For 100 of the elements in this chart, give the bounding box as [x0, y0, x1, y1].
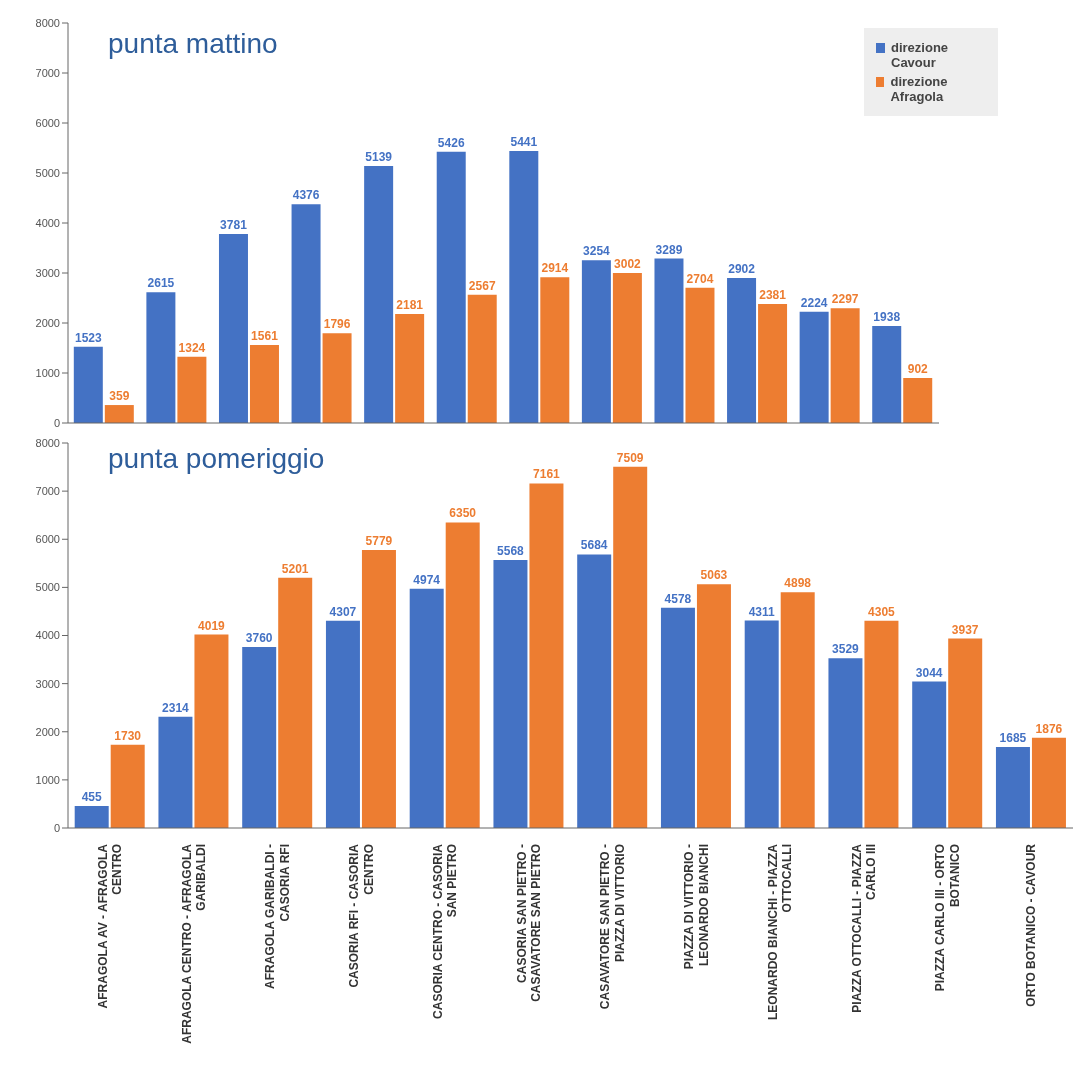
bar — [395, 313, 425, 423]
data-label: 7161 — [533, 467, 561, 482]
bar — [581, 260, 611, 423]
data-label: 359 — [109, 389, 130, 404]
bar — [110, 744, 145, 828]
data-label: 3254 — [583, 244, 611, 259]
bar — [872, 326, 902, 423]
x-tick-label: PIAZZA OTTOCALLI - PIAZZA CARLO III — [849, 843, 879, 1013]
data-label: 4974 — [413, 572, 441, 587]
data-label: 3937 — [951, 622, 979, 637]
data-label: 1523 — [74, 330, 102, 345]
bar — [509, 150, 539, 423]
y-tick-label: 2000 — [35, 725, 60, 738]
bar — [744, 620, 779, 828]
bar — [249, 344, 279, 423]
data-label: 1876 — [1035, 721, 1063, 736]
data-label: 3044 — [915, 665, 943, 680]
data-label: 5441 — [510, 134, 538, 149]
y-tick-label: 3000 — [35, 677, 60, 690]
y-tick-label: 5000 — [35, 581, 60, 594]
bar — [278, 577, 313, 828]
data-label: 5201 — [281, 561, 309, 576]
data-label: 1561 — [251, 328, 279, 343]
data-label: 3289 — [655, 242, 683, 257]
data-label: 6350 — [449, 506, 477, 521]
bar — [727, 277, 757, 423]
data-label: 2297 — [831, 292, 859, 307]
data-label: 2314 — [162, 700, 190, 715]
bar — [291, 204, 321, 423]
bar — [445, 522, 480, 828]
y-tick-label: 4000 — [35, 629, 60, 642]
bar — [864, 620, 899, 828]
data-label: 4898 — [784, 576, 812, 591]
bar — [1031, 737, 1066, 828]
bar — [696, 584, 731, 828]
data-label: 4307 — [329, 604, 357, 619]
data-label: 1796 — [323, 317, 351, 332]
y-tick-label: 1000 — [35, 366, 60, 379]
x-tick-label: LEONARDO BIANCHI - PIAZZA OTTOCALLI — [765, 843, 795, 1020]
data-label: 2615 — [147, 276, 175, 291]
y-tick-label: 6000 — [35, 116, 60, 129]
bar — [73, 346, 103, 423]
data-label: 3529 — [832, 642, 860, 657]
x-tick-label: AFRAGOLA CENTRO - AFRAGOLA GARIBALDI — [179, 843, 209, 1044]
bar — [830, 308, 860, 423]
data-label: 455 — [81, 790, 103, 805]
bar — [194, 634, 229, 828]
data-label: 4311 — [748, 604, 776, 619]
bar — [685, 287, 715, 423]
bar — [613, 466, 648, 828]
y-tick-label: 4000 — [35, 216, 60, 229]
data-label: 5063 — [700, 568, 728, 583]
bar — [540, 277, 570, 423]
data-label: 902 — [907, 361, 929, 376]
data-label: 4305 — [868, 604, 896, 619]
bar — [436, 151, 466, 423]
legend-label: direzione Afragola — [890, 74, 949, 104]
x-tick-label: ORTO BOTANICO - CAVOUR — [1024, 843, 1039, 1007]
y-tick-label: 7000 — [35, 66, 60, 79]
x-tick-label: AFRAGOLA AV - AFRAGOLA CENTRO — [95, 843, 125, 1009]
data-label: 5568 — [497, 544, 525, 559]
bar — [146, 292, 176, 423]
bar — [409, 588, 444, 828]
data-label: 5426 — [437, 135, 465, 150]
data-label: 3002 — [614, 256, 642, 271]
y-tick-label: 7000 — [35, 485, 60, 498]
x-tick-label: AFRAGOLA GARIBALDI - CASORIA RFI — [263, 844, 292, 989]
bar — [903, 377, 933, 423]
bar — [577, 554, 612, 828]
x-tick-label: CASORIA CENTRO - CASORIA SAN PIETRO — [430, 843, 460, 1019]
bar — [493, 560, 528, 828]
y-tick-label: 3000 — [35, 266, 60, 279]
data-label: 2567 — [468, 278, 496, 293]
bar — [364, 166, 394, 423]
chart-title: punta pomeriggio — [108, 443, 325, 475]
data-label: 1730 — [114, 728, 142, 743]
bar — [177, 356, 207, 423]
x-tick-label: CASAVATORE SAN PIETRO - PIAZZA DI VITTORIO — [598, 844, 627, 1010]
y-tick-label: 5000 — [35, 166, 60, 179]
y-tick-label: 1000 — [35, 773, 60, 786]
bar — [612, 272, 642, 423]
bar — [325, 620, 360, 828]
bar — [828, 658, 863, 828]
data-label: 5684 — [580, 538, 608, 553]
bar — [995, 746, 1030, 828]
legend-label: direzione Cavour — [891, 40, 950, 70]
bar — [529, 483, 564, 828]
x-tick-label: PIAZZA CARLO III - ORTO BOTANICO — [933, 844, 962, 992]
data-label: 4376 — [292, 188, 320, 203]
data-label: 1685 — [999, 730, 1027, 745]
data-label: 2914 — [541, 261, 569, 276]
data-label: 2902 — [728, 261, 756, 276]
data-label: 4019 — [198, 618, 226, 633]
data-label: 2181 — [396, 297, 424, 312]
bar — [218, 233, 248, 423]
bar — [799, 311, 829, 423]
data-label: 2381 — [759, 287, 787, 302]
y-tick-label: 0 — [53, 821, 60, 834]
data-label: 2704 — [686, 271, 714, 286]
bar — [758, 303, 788, 423]
